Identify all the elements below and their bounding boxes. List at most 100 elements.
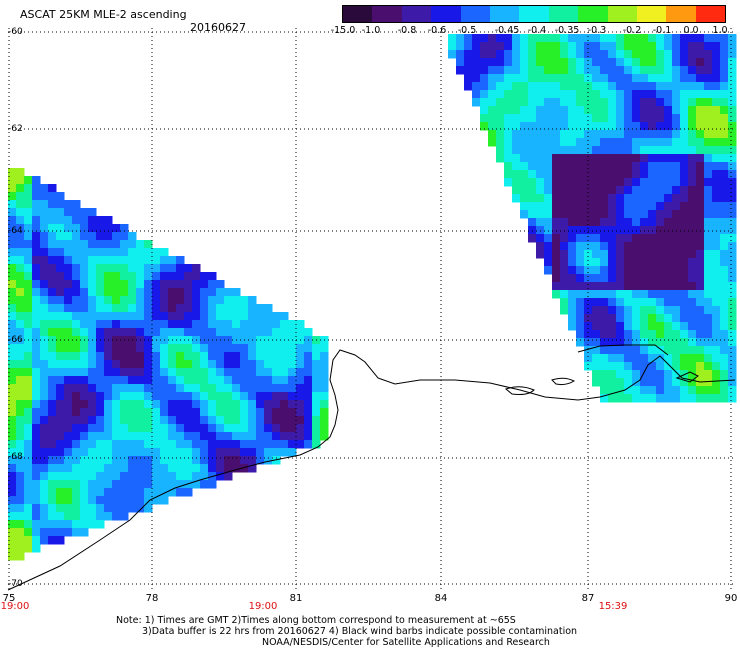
data-cell bbox=[496, 50, 505, 59]
data-cell bbox=[16, 224, 25, 233]
data-cell bbox=[32, 432, 41, 441]
data-cell bbox=[16, 360, 25, 369]
data-cell bbox=[656, 130, 665, 139]
data-cell bbox=[616, 74, 625, 83]
data-cell bbox=[712, 114, 721, 123]
data-cell bbox=[624, 226, 633, 235]
data-cell bbox=[176, 384, 185, 393]
data-cell bbox=[304, 440, 313, 449]
data-cell bbox=[608, 274, 617, 283]
data-cell bbox=[40, 528, 49, 537]
data-cell bbox=[96, 216, 105, 225]
data-cell bbox=[688, 338, 697, 347]
color-scale-label: -0.45 bbox=[494, 25, 520, 36]
data-cell bbox=[704, 274, 713, 283]
data-cell bbox=[288, 400, 297, 409]
data-cell bbox=[544, 82, 553, 91]
data-cell bbox=[240, 416, 249, 425]
data-cell bbox=[552, 258, 561, 267]
data-cell bbox=[600, 202, 609, 211]
data-cell bbox=[672, 210, 681, 219]
data-cell bbox=[232, 440, 241, 449]
data-cell bbox=[560, 122, 569, 131]
data-cell bbox=[512, 178, 521, 187]
data-cell bbox=[16, 256, 25, 265]
data-cell bbox=[80, 304, 89, 313]
data-cell bbox=[688, 42, 697, 51]
data-cell bbox=[96, 240, 105, 249]
data-cell bbox=[64, 272, 73, 281]
data-cell bbox=[688, 34, 697, 43]
data-cell bbox=[232, 328, 241, 337]
data-cell bbox=[8, 536, 17, 545]
data-cell bbox=[696, 74, 705, 83]
data-cell bbox=[696, 226, 705, 235]
data-cell bbox=[616, 330, 625, 339]
data-cell bbox=[40, 464, 49, 473]
data-cell bbox=[160, 424, 169, 433]
data-cell bbox=[544, 58, 553, 67]
data-cell bbox=[264, 368, 273, 377]
data-cell bbox=[688, 274, 697, 283]
data-cell bbox=[624, 338, 633, 347]
data-cell bbox=[104, 248, 113, 257]
data-cell bbox=[48, 216, 57, 225]
data-cell bbox=[112, 448, 121, 457]
data-cell bbox=[560, 74, 569, 83]
data-cell bbox=[576, 130, 585, 139]
data-cell bbox=[608, 114, 617, 123]
data-cell bbox=[320, 360, 329, 369]
data-cell bbox=[208, 448, 217, 457]
data-cell bbox=[176, 392, 185, 401]
data-cell bbox=[552, 242, 561, 251]
data-cell bbox=[88, 256, 97, 265]
data-cell bbox=[648, 42, 657, 51]
data-cell bbox=[224, 368, 233, 377]
data-cell bbox=[104, 360, 113, 369]
data-cell bbox=[664, 122, 673, 131]
data-cell bbox=[112, 312, 121, 321]
data-cell bbox=[16, 512, 25, 521]
coastline-segment bbox=[551, 377, 576, 386]
data-cell bbox=[640, 306, 649, 315]
data-cell bbox=[8, 480, 17, 489]
data-cell bbox=[576, 66, 585, 75]
data-cell bbox=[544, 122, 553, 131]
color-scale-segment bbox=[666, 6, 696, 22]
data-cell bbox=[24, 240, 33, 249]
data-cell bbox=[56, 496, 65, 505]
data-cell bbox=[520, 202, 529, 211]
data-cell bbox=[16, 400, 25, 409]
data-cell bbox=[576, 58, 585, 67]
data-cell bbox=[72, 416, 81, 425]
data-cell bbox=[592, 210, 601, 219]
data-cell bbox=[552, 154, 561, 163]
data-cell bbox=[224, 312, 233, 321]
data-cell bbox=[72, 400, 81, 409]
data-cell bbox=[720, 154, 729, 163]
data-cell bbox=[632, 138, 641, 147]
data-cell bbox=[552, 98, 561, 107]
data-cell bbox=[152, 400, 161, 409]
data-cell bbox=[88, 504, 97, 513]
data-cell bbox=[8, 376, 17, 385]
data-cell bbox=[720, 170, 729, 179]
color-scale-segment bbox=[578, 6, 608, 22]
data-cell bbox=[136, 360, 145, 369]
data-cell bbox=[304, 352, 313, 361]
data-cell bbox=[576, 266, 585, 275]
data-cell bbox=[624, 82, 633, 91]
data-cell bbox=[216, 464, 225, 473]
data-cell bbox=[704, 226, 713, 235]
data-cell bbox=[24, 544, 33, 553]
data-cell bbox=[48, 392, 57, 401]
data-cell bbox=[672, 66, 681, 75]
data-cell bbox=[608, 394, 617, 403]
data-cell bbox=[712, 154, 721, 163]
data-cell bbox=[224, 392, 233, 401]
data-cell bbox=[560, 218, 569, 227]
data-cell bbox=[8, 544, 17, 553]
data-cell bbox=[728, 130, 737, 139]
data-cell bbox=[720, 82, 729, 91]
data-cell bbox=[304, 392, 313, 401]
